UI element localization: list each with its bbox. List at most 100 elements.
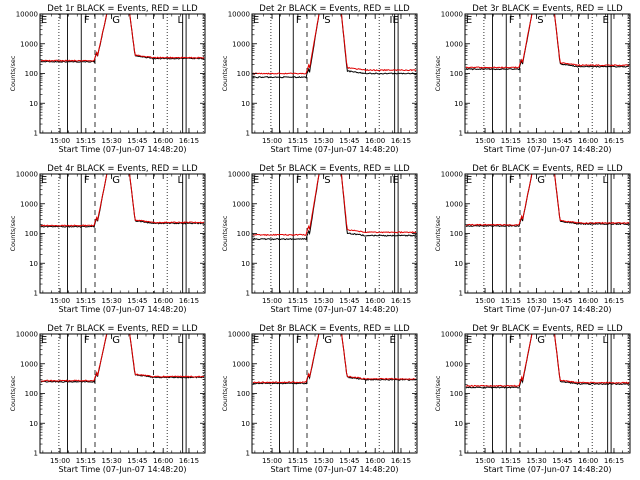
series-line-events (252, 14, 417, 79)
event-marker-label: G (537, 175, 545, 186)
y-tick-label: 10000 (16, 11, 38, 19)
x-tick-label: 15:15 (76, 137, 96, 145)
y-tick-label: 1 (459, 290, 463, 298)
x-tick-label: 15:30 (314, 297, 334, 305)
event-marker-label: S (537, 15, 543, 26)
detector-panel-4: Det 4r BLACK = Events, RED = LLD 1 10 100 10… (9, 164, 206, 314)
series-line-events (40, 14, 205, 64)
x-tick-label: 15:00 (50, 457, 70, 465)
x-tick-label: 15:15 (501, 457, 521, 465)
x-tick-label: 15:00 (475, 297, 495, 305)
y-axis-label: Counts/sec (221, 55, 229, 91)
detector-panel-6: Det 6r BLACK = Events, RED = LLD 1 10 100 10… (434, 164, 631, 314)
y-tick-label: 10000 (16, 331, 38, 339)
x-tick-label: 16:00 (153, 457, 173, 465)
series-line-events (252, 174, 417, 241)
event-marker-label: F (509, 15, 515, 26)
y-tick-label: 1000 (232, 360, 250, 368)
x-tick-label: 15:30 (102, 457, 122, 465)
x-tick-label: 15:45 (339, 297, 359, 305)
event-marker-label: F (296, 175, 302, 186)
plot-frame (39, 333, 206, 454)
x-tick-label: 15:15 (288, 137, 308, 145)
y-tick-label: 10000 (16, 171, 38, 179)
y-tick-label: 100 (237, 390, 250, 398)
event-marker-label: IE (390, 15, 399, 26)
event-marker-label: E (41, 335, 47, 346)
event-marker-label: L (178, 335, 184, 346)
plot-frame (464, 333, 631, 454)
plot-frame (39, 13, 206, 134)
x-tick-label: 16:15 (179, 457, 199, 465)
y-tick-label: 10 (454, 260, 463, 268)
x-tick-label: 15:45 (127, 457, 147, 465)
x-tick-label: 15:45 (552, 137, 572, 145)
event-marker-label: F (509, 175, 515, 186)
series-line-events (465, 14, 630, 71)
x-tick-label: 15:00 (50, 137, 70, 145)
x-axis-label: Start Time (07-Jun-07 14:48:20) (59, 465, 187, 474)
y-axis-label: Counts/sec (221, 375, 229, 411)
event-marker-label: E (466, 175, 472, 186)
x-axis-label: Start Time (07-Jun-07 14:48:20) (59, 305, 187, 314)
y-tick-label: 1000 (20, 200, 38, 208)
detector-panel-1: Det 1r BLACK = Events, RED = LLD 1 10 100 10… (9, 4, 206, 154)
panel-title: Det 6r BLACK = Events, RED = LLD (472, 164, 623, 174)
plot-frame (464, 13, 631, 134)
series-line-lld (40, 334, 205, 382)
plot-frame (251, 173, 418, 294)
event-marker-label: S (324, 175, 330, 186)
x-axis-label: Start Time (07-Jun-07 14:48:20) (484, 305, 612, 314)
panel-title: Det 3r BLACK = Events, RED = LLD (472, 4, 623, 14)
y-tick-label: 100 (25, 390, 38, 398)
y-tick-label: 1000 (20, 40, 38, 48)
panel-title: Det 9r BLACK = Events, RED = LLD (472, 324, 623, 334)
y-tick-label: 1 (246, 290, 250, 298)
x-tick-label: 15:15 (76, 457, 96, 465)
x-tick-label: 16:15 (604, 457, 624, 465)
x-tick-label: 16:15 (391, 457, 411, 465)
x-tick-label: 15:30 (527, 457, 547, 465)
detector-panel-8: Det 8r BLACK = Events, RED = LLD 1 10 100 10… (221, 324, 418, 474)
y-tick-label: 10 (241, 420, 250, 428)
panel-plot-area (252, 14, 417, 133)
series-line-events (252, 334, 417, 385)
event-marker-label: E (41, 15, 47, 26)
x-tick-label: 15:30 (102, 297, 122, 305)
y-tick-label: 10000 (228, 331, 250, 339)
y-tick-label: 1 (459, 130, 463, 138)
panel-plot-area (465, 334, 630, 453)
series-line-events (40, 174, 205, 229)
x-tick-label: 16:15 (391, 297, 411, 305)
x-tick-label: 16:00 (365, 297, 385, 305)
x-tick-label: 15:00 (262, 297, 282, 305)
y-tick-label: 1000 (232, 40, 250, 48)
x-tick-label: 15:15 (501, 137, 521, 145)
series-line-lld (40, 14, 205, 62)
y-tick-label: 1 (34, 130, 38, 138)
y-tick-label: 1000 (445, 360, 463, 368)
y-tick-label: 1000 (445, 40, 463, 48)
y-tick-label: 10 (29, 100, 38, 108)
x-axis-label: Start Time (07-Jun-07 14:48:20) (484, 145, 612, 154)
x-tick-label: 15:00 (262, 137, 282, 145)
y-axis-label: Counts/sec (9, 55, 17, 91)
event-marker-label: E (466, 15, 472, 26)
event-marker-label: F (84, 175, 90, 186)
series-line-lld (465, 334, 630, 387)
detector-panel-3: Det 3r BLACK = Events, RED = LLD 1 10 100 10… (434, 4, 631, 154)
panel-title: Det 4r BLACK = Events, RED = LLD (47, 164, 198, 174)
x-tick-label: 15:30 (102, 137, 122, 145)
x-axis-label: Start Time (07-Jun-07 14:48:20) (59, 145, 187, 154)
y-tick-label: 1000 (445, 200, 463, 208)
event-marker-label: E (603, 15, 609, 26)
y-tick-label: 1 (459, 450, 463, 458)
y-tick-label: 10 (241, 100, 250, 108)
x-tick-label: 16:00 (578, 297, 598, 305)
event-marker-label: F (84, 335, 90, 346)
panel-title: Det 7r BLACK = Events, RED = LLD (47, 324, 198, 334)
panel-plot-area (252, 334, 417, 453)
panel-plot-area (465, 174, 630, 293)
x-axis-label: Start Time (07-Jun-07 14:48:20) (271, 145, 399, 154)
y-tick-label: 100 (450, 390, 463, 398)
